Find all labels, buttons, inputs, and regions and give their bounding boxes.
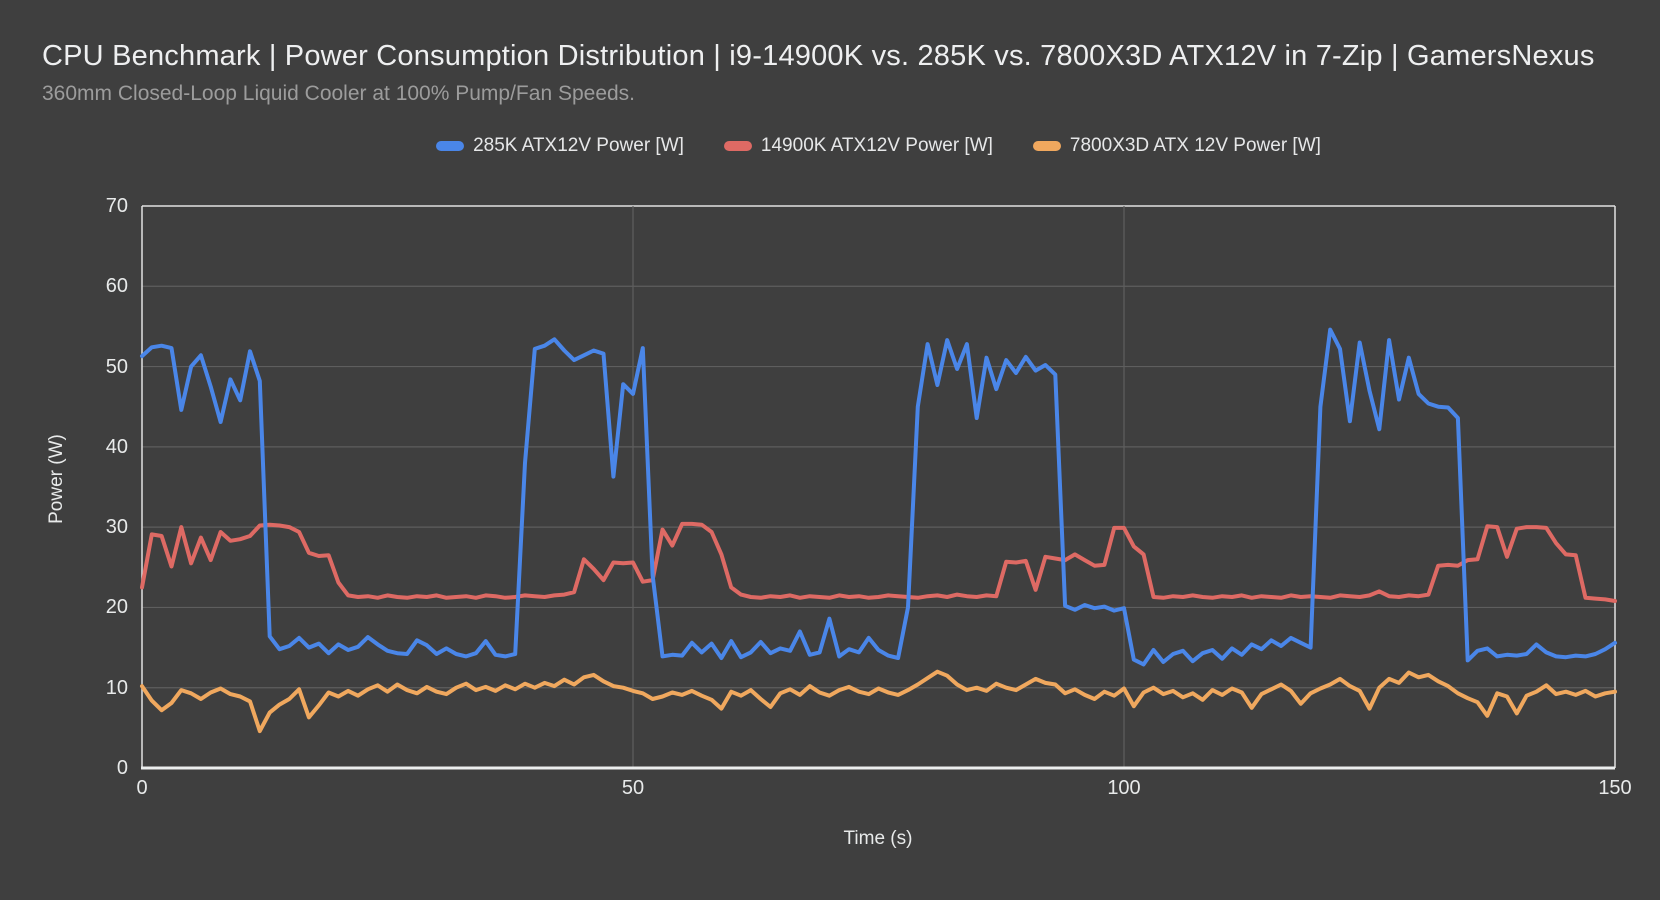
- x-tick-label-50: 50: [621, 777, 645, 799]
- y-tick-label-0: 0: [116, 757, 128, 779]
- x-axis-title: Time (s): [843, 828, 913, 849]
- legend-swatch-icon: [436, 141, 465, 151]
- y-tick-label-60: 60: [105, 275, 128, 298]
- chart-title: CPU Benchmark | Power Consumption Distri…: [42, 40, 1595, 72]
- y-tick-label-30: 30: [105, 516, 128, 539]
- legend-swatch-icon: [1032, 141, 1061, 151]
- x-tick-label-0: 0: [136, 777, 148, 799]
- legend-item-0: 285K ATX12V Power [W]: [436, 135, 684, 157]
- y-tick-label-40: 40: [105, 435, 128, 458]
- series-line-0-285k: [140, 327, 1617, 667]
- legend-swatch-icon: [723, 141, 752, 151]
- legend-item-2: 7800X3D ATX 12V Power [W]: [1032, 135, 1321, 157]
- y-tick-label-70: 70: [105, 195, 128, 217]
- legend-label: 14900K ATX12V Power [W]: [760, 135, 993, 156]
- y-tick-label-10: 10: [105, 676, 128, 699]
- legend-label: 7800X3D ATX 12V Power [W]: [1069, 135, 1321, 156]
- series-line-2-7800x3d: [140, 669, 1617, 734]
- y-tick-label-20: 20: [105, 596, 128, 619]
- legend-label: 285K ATX12V Power [W]: [473, 135, 684, 156]
- legend-item-1: 14900K ATX12V Power [W]: [723, 135, 993, 157]
- series-line-1-14900k: [140, 521, 1617, 603]
- y-tick-label-50: 50: [105, 355, 128, 378]
- x-tick-label-100: 100: [1107, 777, 1141, 799]
- y-axis-title: Power (W): [46, 434, 67, 524]
- legend: 285K ATX12V Power [W] 14900K ATX12V Power…: [142, 133, 1615, 159]
- x-tick-label-150: 150: [1598, 777, 1632, 799]
- chart-subtitle: 360mm Closed-Loop Liquid Cooler at 100% …: [42, 82, 636, 105]
